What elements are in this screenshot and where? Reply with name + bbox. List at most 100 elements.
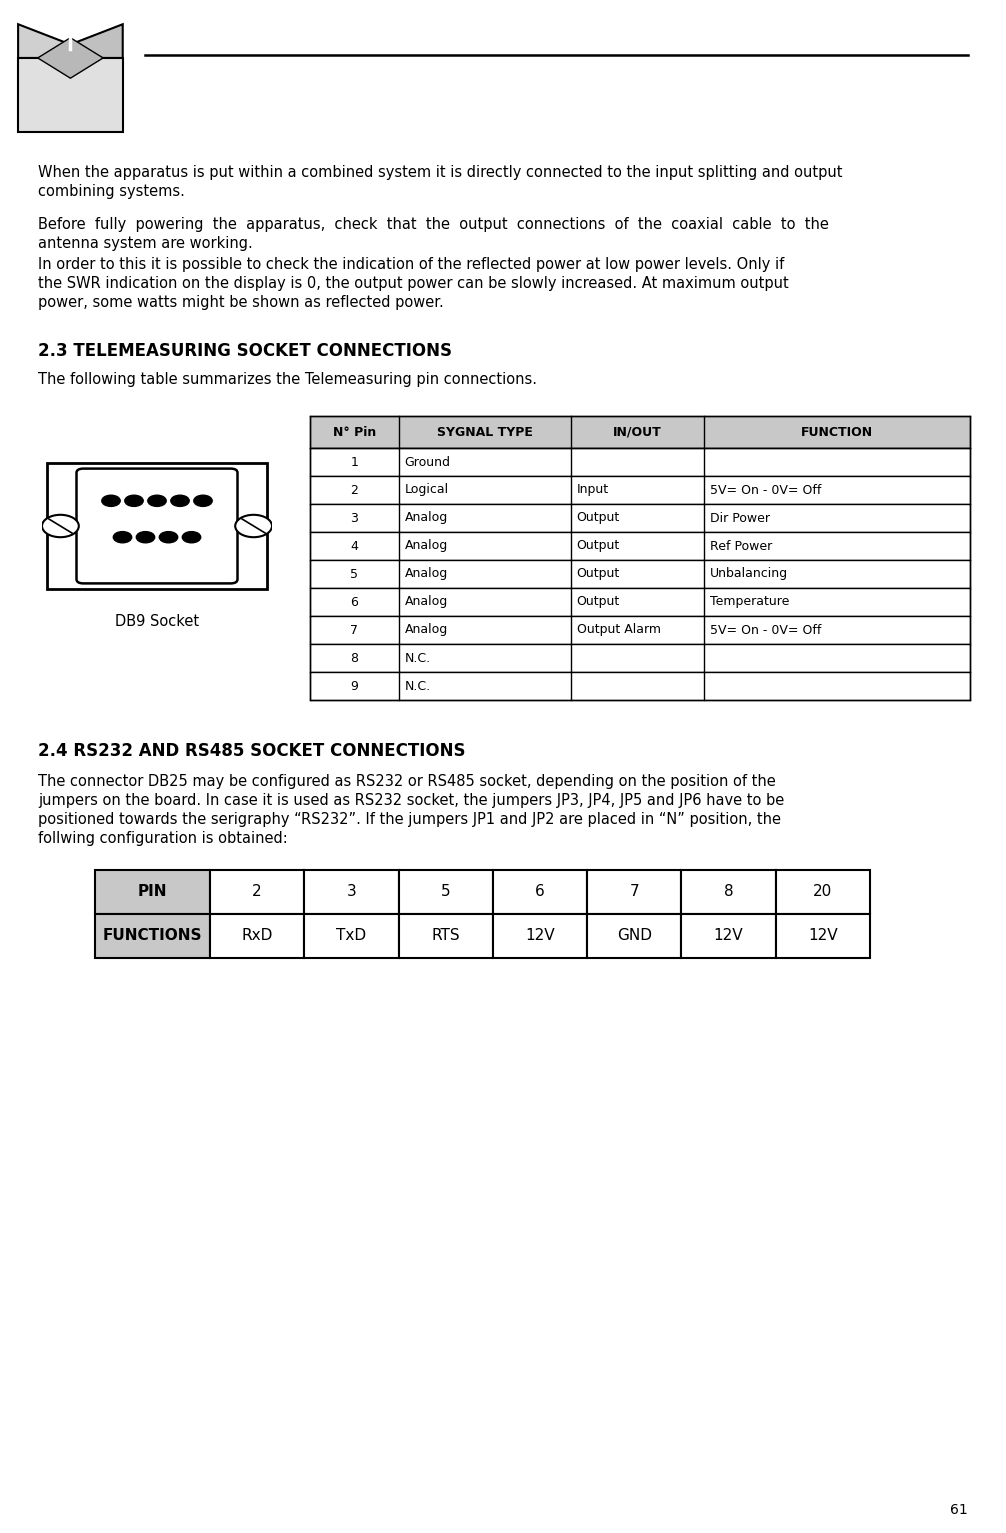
Text: 3: 3 [350, 512, 358, 524]
Bar [95, 914, 210, 958]
Bar [776, 914, 870, 958]
Text: SYGNAL TYPE: SYGNAL TYPE [437, 426, 532, 438]
Text: follwing configuration is obtained:: follwing configuration is obtained: [38, 831, 288, 846]
Polygon shape [18, 58, 123, 132]
Text: The connector DB25 may be configured as RS232 or RS485 socket, depending on the : The connector DB25 may be configured as … [38, 774, 776, 789]
Bar [776, 871, 870, 914]
Text: Output: Output [576, 567, 620, 581]
Text: TxD: TxD [336, 929, 366, 943]
Polygon shape [38, 38, 103, 78]
Bar [310, 560, 970, 589]
Text: Analog: Analog [404, 624, 448, 636]
Circle shape [42, 515, 78, 537]
Bar [310, 644, 970, 671]
Bar [493, 871, 588, 914]
Text: 20: 20 [813, 885, 833, 900]
Text: 6: 6 [350, 595, 358, 609]
Text: the SWR indication on the display is 0, the output power can be slowly increased: the SWR indication on the display is 0, … [38, 276, 789, 291]
Text: 2.4 RS232 AND RS485 SOCKET CONNECTIONS: 2.4 RS232 AND RS485 SOCKET CONNECTIONS [38, 742, 466, 760]
Text: IN/OUT: IN/OUT [613, 426, 662, 438]
Text: 5V= On - 0V= Off: 5V= On - 0V= Off [710, 483, 821, 497]
Circle shape [159, 532, 178, 543]
Text: Temperature: Temperature [710, 595, 789, 609]
Text: 2.3 TELEMEASURING SOCKET CONNECTIONS: 2.3 TELEMEASURING SOCKET CONNECTIONS [38, 342, 452, 360]
Text: FUNCTION: FUNCTION [801, 426, 873, 438]
Text: 12V: 12V [714, 929, 743, 943]
Text: Output Alarm: Output Alarm [576, 624, 661, 636]
Bar [210, 914, 304, 958]
Text: Analog: Analog [404, 540, 448, 552]
Text: antenna system are working.: antenna system are working. [38, 236, 253, 251]
Bar [95, 871, 210, 914]
Text: 5: 5 [350, 567, 358, 581]
Text: 8: 8 [350, 652, 358, 664]
Text: Dir Power: Dir Power [710, 512, 770, 524]
Bar [398, 871, 493, 914]
Text: Logical: Logical [404, 483, 449, 497]
Text: DB9 Socket: DB9 Socket [115, 615, 199, 629]
Bar [304, 871, 398, 914]
Text: N° Pin: N° Pin [333, 426, 376, 438]
Bar [310, 671, 970, 701]
Text: FUNCTIONS: FUNCTIONS [103, 929, 202, 943]
Circle shape [148, 495, 166, 506]
Text: 5: 5 [441, 885, 451, 900]
Text: 12V: 12V [808, 929, 838, 943]
FancyBboxPatch shape [76, 469, 237, 584]
Circle shape [171, 495, 189, 506]
Text: 6: 6 [535, 885, 545, 900]
Text: RxD: RxD [241, 929, 273, 943]
Text: Output: Output [576, 595, 620, 609]
Bar [588, 871, 681, 914]
Bar [310, 504, 970, 532]
Text: 4: 4 [350, 540, 358, 552]
Text: RTS: RTS [432, 929, 460, 943]
Text: Output: Output [576, 512, 620, 524]
Polygon shape [70, 25, 123, 58]
Text: 9: 9 [350, 679, 358, 693]
Bar [210, 871, 304, 914]
Bar [681, 871, 776, 914]
Circle shape [194, 495, 212, 506]
Text: Before  fully  powering  the  apparatus,  check  that  the  output  connections : Before fully powering the apparatus, che… [38, 218, 829, 231]
Circle shape [125, 495, 143, 506]
Bar [310, 616, 970, 644]
Text: 1: 1 [350, 455, 358, 469]
Text: In order to this it is possible to check the indication of the reflected power a: In order to this it is possible to check… [38, 258, 785, 271]
Bar [681, 914, 776, 958]
Text: PIN: PIN [138, 885, 167, 900]
Text: GND: GND [617, 929, 652, 943]
Circle shape [136, 532, 155, 543]
Circle shape [102, 495, 120, 506]
Text: Ground: Ground [404, 455, 451, 469]
Circle shape [182, 532, 201, 543]
Text: The following table summarizes the Telemeasuring pin connections.: The following table summarizes the Telem… [38, 373, 537, 386]
Circle shape [114, 532, 132, 543]
Text: 7: 7 [350, 624, 358, 636]
Text: 5V= On - 0V= Off: 5V= On - 0V= Off [710, 624, 821, 636]
Bar [310, 477, 970, 504]
Text: 7: 7 [630, 885, 639, 900]
Text: Analog: Analog [404, 567, 448, 581]
Text: N.C.: N.C. [404, 652, 431, 664]
Polygon shape [18, 25, 70, 58]
Text: 2: 2 [253, 885, 262, 900]
Text: 3: 3 [346, 885, 356, 900]
Text: Ref Power: Ref Power [710, 540, 772, 552]
Text: 2: 2 [350, 483, 358, 497]
Text: 61: 61 [951, 1502, 968, 1518]
Text: When the apparatus is put within a combined system it is directly connected to t: When the apparatus is put within a combi… [38, 166, 842, 179]
Bar [588, 914, 681, 958]
Bar [493, 914, 588, 958]
Text: positioned towards the serigraphy “RS232”. If the jumpers JP1 and JP2 are placed: positioned towards the serigraphy “RS232… [38, 812, 781, 826]
Bar [310, 589, 970, 616]
Text: Analog: Analog [404, 512, 448, 524]
Text: 12V: 12V [525, 929, 555, 943]
Text: N.C.: N.C. [404, 679, 431, 693]
Text: Unbalancing: Unbalancing [710, 567, 788, 581]
Bar [310, 532, 970, 560]
Text: Output: Output [576, 540, 620, 552]
Text: combining systems.: combining systems. [38, 184, 185, 199]
Text: Input: Input [576, 483, 609, 497]
Circle shape [235, 515, 272, 537]
